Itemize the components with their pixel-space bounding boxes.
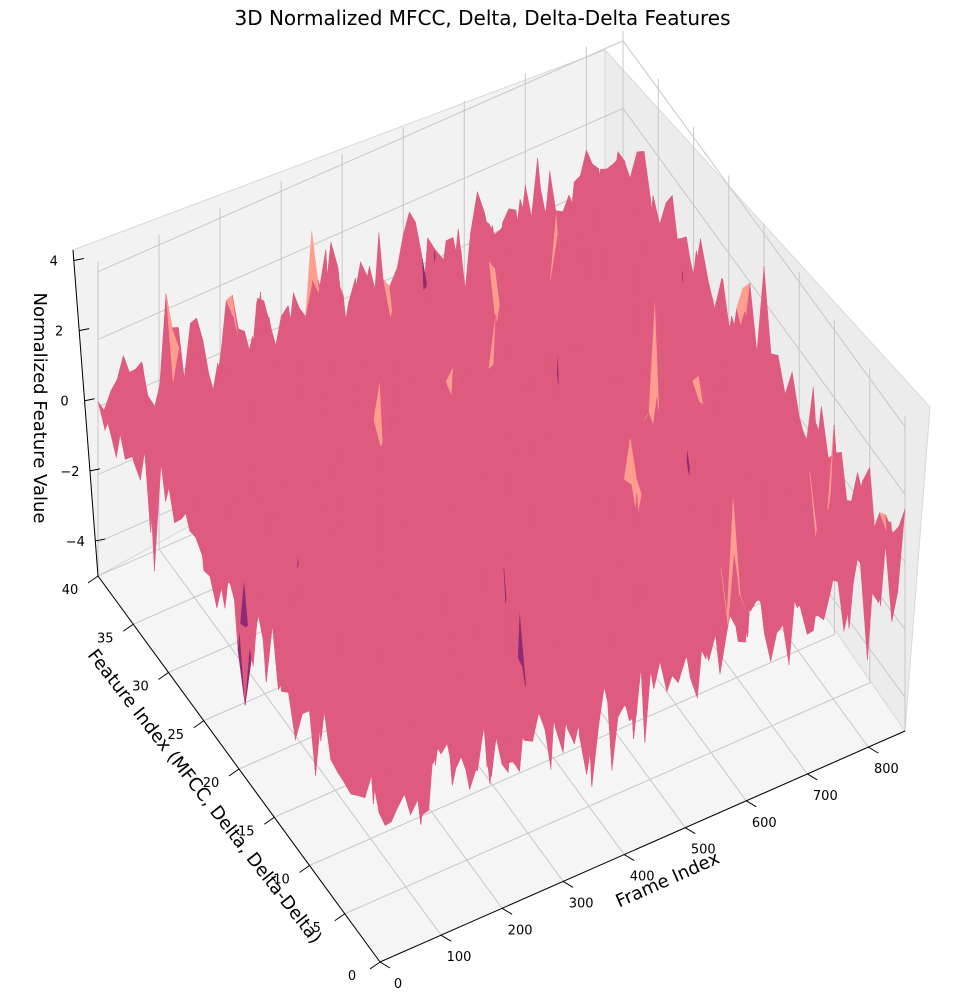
- y-tick-mark: [263, 816, 275, 825]
- y-tick-label: 30: [132, 680, 149, 695]
- x-tick-label: 0: [394, 977, 402, 992]
- z-tick-label: −2: [60, 465, 79, 480]
- y-tick-mark: [334, 913, 346, 922]
- y-tick-mark: [299, 865, 310, 873]
- x-tick-label: 400: [630, 870, 655, 885]
- x-tick-mark: [868, 746, 879, 754]
- y-tick-label: 10: [273, 873, 290, 888]
- y-tick-label: 20: [203, 776, 220, 791]
- z-gridline: [97, 40, 906, 428]
- x-tick-label: 700: [813, 789, 838, 804]
- z-tick-label: 4: [50, 255, 58, 270]
- y-tick-label: 25: [167, 728, 184, 743]
- z-axis-label: Normalized Feature Value: [29, 293, 50, 524]
- x-axis-line: [379, 730, 906, 963]
- y-gridline: [309, 320, 835, 866]
- y-tick-label: 35: [97, 631, 114, 646]
- y-tick-label: 0: [348, 969, 356, 984]
- y-tick-label: 5: [313, 921, 321, 936]
- x-tick-label: 300: [569, 896, 594, 911]
- x-tick-mark: [684, 827, 696, 835]
- y-tick-mark: [122, 623, 134, 632]
- chart-title: 3D Normalized MFCC, Delta, Delta-Delta F…: [234, 6, 731, 30]
- x-tick-mark: [379, 961, 391, 969]
- surface-facet: [891, 508, 906, 622]
- x-tick-mark: [807, 773, 818, 781]
- z-tick-mark: [73, 258, 84, 262]
- z-tick-mark: [95, 538, 106, 542]
- y-tick-label: 15: [238, 824, 255, 839]
- y-tick-mark: [369, 961, 381, 970]
- x-tick-mark: [440, 934, 452, 942]
- z-tick-mark: [84, 398, 95, 402]
- x-tick-label: 500: [691, 843, 716, 858]
- z-tick-mark: [79, 328, 90, 332]
- surface-mesh: [97, 149, 906, 827]
- x-tick-label: 200: [508, 923, 533, 938]
- z-axis-line: [72, 249, 99, 577]
- y-tick-mark: [87, 575, 99, 584]
- x-tick-label: 800: [874, 762, 899, 777]
- z-tick-mark: [89, 468, 101, 472]
- y-tick-mark: [193, 720, 205, 729]
- z-tick-label: −4: [66, 535, 85, 550]
- y-tick-mark: [228, 768, 240, 777]
- y-tick-mark: [158, 672, 169, 680]
- x-tick-mark: [623, 854, 635, 861]
- x-tick-mark: [501, 907, 513, 915]
- x-tick-mark: [562, 880, 574, 888]
- x-tick-label: 100: [447, 950, 472, 965]
- z-tick-label: 0: [60, 395, 68, 410]
- z-tick-label: 2: [55, 325, 63, 340]
- z-gridline: [97, 107, 906, 495]
- x-tick-label: 600: [752, 816, 777, 831]
- axes: 0100200300400500600700800051015202530354…: [50, 249, 906, 992]
- x-tick-mark: [746, 800, 757, 808]
- y-tick-label: 40: [62, 583, 79, 598]
